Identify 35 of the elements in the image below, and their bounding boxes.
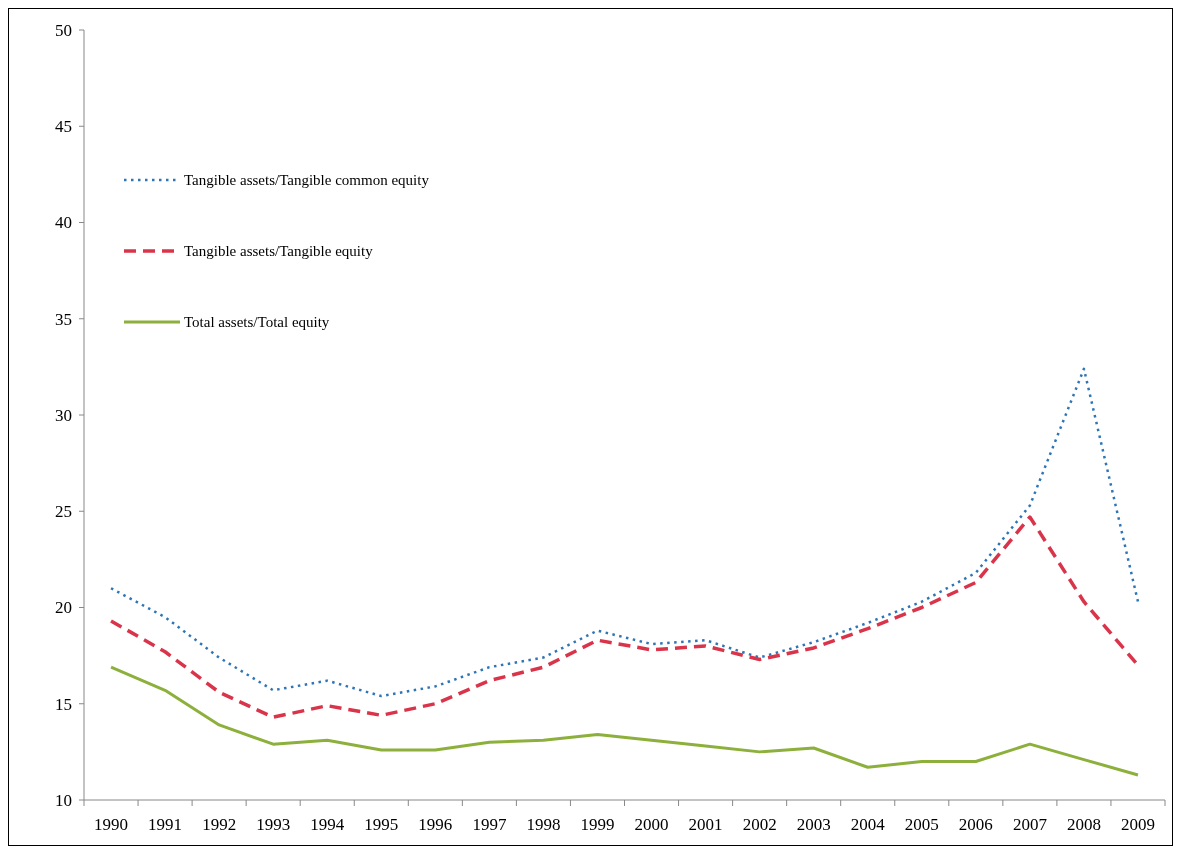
- x-tick-label: 1995: [364, 815, 399, 834]
- y-tick-label: 20: [55, 598, 72, 618]
- x-tick-label: 1994: [310, 815, 345, 834]
- x-tick-label: 2004: [850, 815, 886, 834]
- x-tick-label: 2000: [634, 815, 669, 834]
- legend-label: Tangible assets/Tangible equity: [184, 243, 374, 260]
- x-tick-label: 1993: [256, 815, 291, 834]
- x-tick-label: 2003: [796, 815, 831, 834]
- x-tick-label: 1998: [526, 815, 561, 834]
- y-tick-label: 40: [55, 213, 72, 233]
- line-series: [109, 515, 1140, 719]
- y-tick-label: 50: [55, 20, 72, 40]
- x-tick-label: 2001: [688, 815, 723, 834]
- x-tick-label: 2005: [904, 815, 939, 834]
- line-series: [109, 665, 1140, 777]
- legend-label: Total assets/Total equity: [184, 314, 330, 331]
- y-tick-label: 45: [55, 117, 72, 137]
- y-tick-label: 30: [55, 405, 72, 425]
- x-tick-label: 1990: [94, 815, 129, 834]
- x-tick-label: 2006: [958, 815, 993, 834]
- x-tick-label: 1992: [202, 815, 237, 834]
- legend-label: Tangible assets/Tangible common equity: [184, 172, 430, 189]
- x-tick-label: 1991: [148, 815, 183, 834]
- x-tick-label: 2007: [1012, 815, 1048, 834]
- x-tick-label: 1997: [472, 815, 507, 834]
- y-tick-label: 35: [55, 309, 72, 329]
- x-tick-label: 2009: [1120, 815, 1155, 834]
- y-tick-label: 25: [55, 502, 72, 522]
- y-tick-label: 15: [55, 694, 72, 714]
- x-tick-label: 1996: [418, 815, 453, 834]
- x-tick-label: 2008: [1066, 815, 1101, 834]
- x-tick-label: 2002: [742, 815, 777, 834]
- y-tick-label: 10: [55, 790, 72, 810]
- line-series: [109, 367, 1140, 698]
- x-tick-label: 1999: [580, 815, 615, 834]
